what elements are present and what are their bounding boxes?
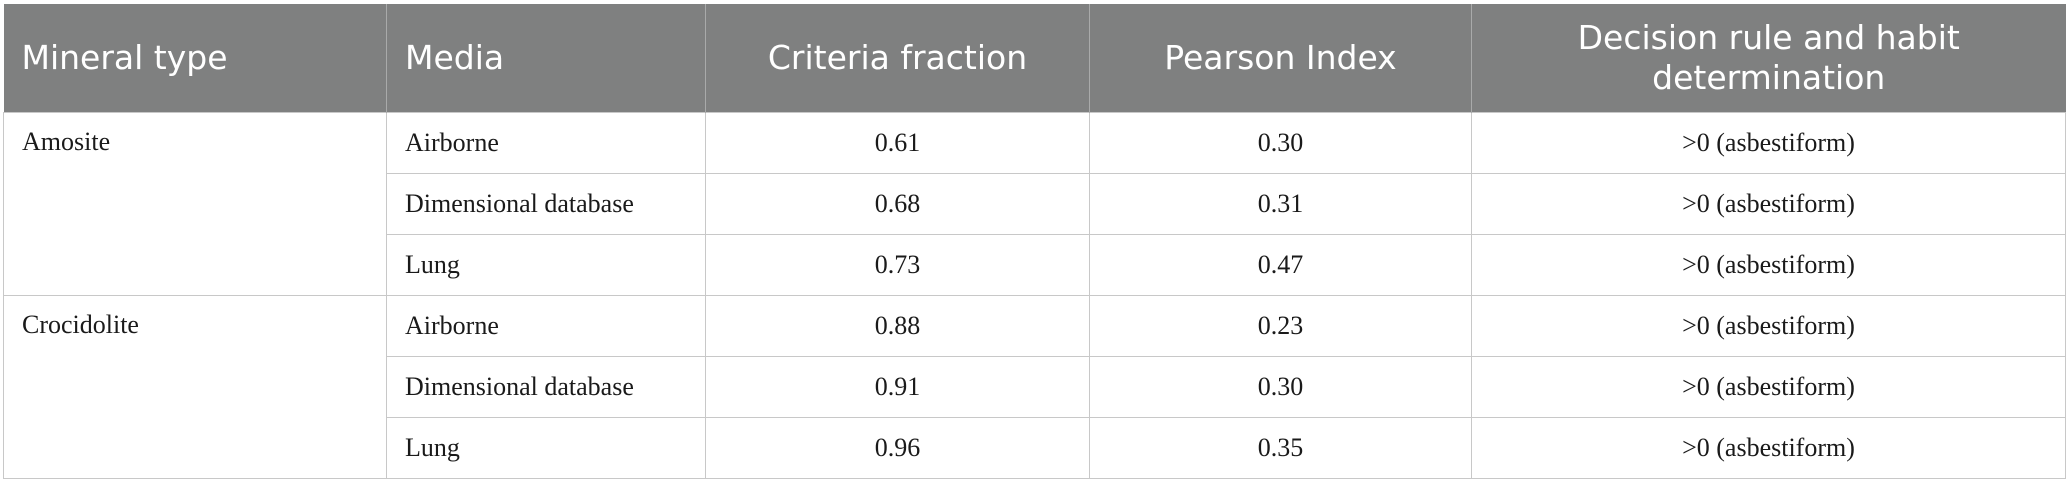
criteria-fraction-cell: 0.91 <box>705 356 1090 418</box>
criteria-fraction-cell: 0.96 <box>705 417 1090 479</box>
header-media: Media <box>386 4 706 113</box>
decision-cell: >0 (asbestiform) <box>1471 173 2066 235</box>
pearson-index-cell: 0.30 <box>1089 112 1472 174</box>
header-pearson-index: Pearson Index <box>1089 4 1472 113</box>
pearson-index-cell: 0.30 <box>1089 356 1472 418</box>
criteria-fraction-cell: 0.68 <box>705 173 1090 235</box>
mineral-type-cell: Amosite <box>3 112 387 296</box>
table-row: Amosite Airborne 0.61 0.30 >0 (asbestifo… <box>3 112 2066 296</box>
media-cell: Lung <box>386 417 706 479</box>
decision-cell: >0 (asbestiform) <box>1471 295 2066 357</box>
pearson-index-cell: 0.47 <box>1089 234 1472 296</box>
header-criteria-fraction: Criteria fraction <box>705 4 1090 113</box>
table-row: Dimensional database 0.91 0.30 >0 (asbes… <box>4 356 2066 418</box>
media-cell: Airborne <box>386 295 706 357</box>
decision-cell: >0 (asbestiform) <box>1471 112 2066 174</box>
decision-cell: >0 (asbestiform) <box>1471 234 2066 296</box>
pearson-index-cell: 0.23 <box>1089 295 1472 357</box>
pearson-index-cell: 0.31 <box>1089 173 1472 235</box>
table-row: Lung 0.73 0.47 >0 (asbestiform) <box>4 234 2066 296</box>
mineral-type-cell: Crocidolite <box>3 295 387 479</box>
media-cell: Airborne <box>386 112 706 174</box>
media-cell: Dimensional database <box>386 356 706 418</box>
table-row: Crocidolite Airborne 0.88 0.23 >0 (asbes… <box>3 295 2066 479</box>
header-mineral-type: Mineral type <box>3 4 387 113</box>
decision-cell: >0 (asbestiform) <box>1471 417 2066 479</box>
decision-cell: >0 (asbestiform) <box>1471 356 2066 418</box>
data-table: Mineral type Media Criteria fraction Pea… <box>3 4 2066 479</box>
criteria-fraction-cell: 0.73 <box>705 234 1090 296</box>
media-cell: Dimensional database <box>386 173 706 235</box>
media-cell: Lung <box>386 234 706 296</box>
header-row: Mineral type Media Criteria fraction Pea… <box>3 4 2066 113</box>
table-row: Lung 0.96 0.35 >0 (asbestiform) <box>4 417 2066 479</box>
criteria-fraction-cell: 0.88 <box>705 295 1090 357</box>
header-decision-rule: Decision rule and habit determination <box>1471 4 2066 113</box>
criteria-fraction-cell: 0.61 <box>705 112 1090 174</box>
data-table-container: Mineral type Media Criteria fraction Pea… <box>3 4 2066 479</box>
pearson-index-cell: 0.35 <box>1089 417 1472 479</box>
